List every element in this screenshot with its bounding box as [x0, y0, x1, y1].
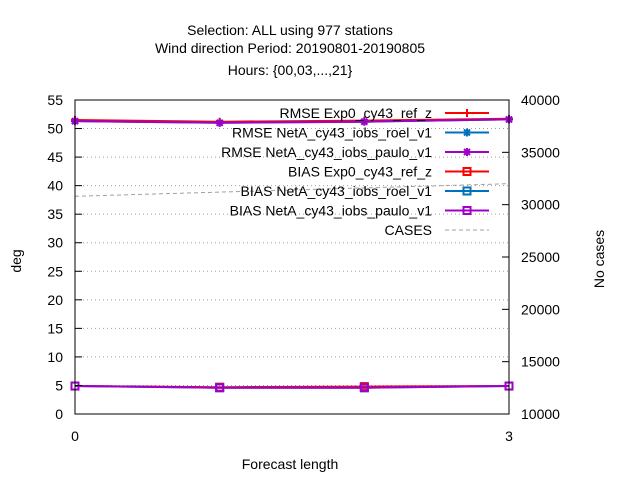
- legend-marker: [463, 148, 471, 156]
- legend-label: RMSE Exp0_cy43_ref_z: [279, 105, 432, 121]
- series-6: [74, 183, 510, 197]
- x-axis-label: Forecast length: [242, 456, 339, 472]
- series-line: [74, 118, 510, 124]
- series-layer: [70, 114, 514, 393]
- chart-title: Selection: ALL using 977 stations Wind d…: [155, 22, 425, 78]
- y-tick-label: 20: [47, 292, 63, 308]
- legend-entry: BIAS NetA_cy43_iobs_roel_v1: [241, 183, 489, 199]
- y2-tick-label: 40000: [521, 92, 560, 108]
- y-tick-label: 0: [55, 406, 63, 422]
- y-tick-label: 45: [47, 149, 63, 165]
- legend-label: BIAS NetA_cy43_iobs_paulo_v1: [230, 203, 433, 219]
- y-tick-label: 30: [47, 235, 63, 251]
- chart-title-line-1: Selection: ALL using 977 stations: [187, 22, 393, 38]
- legend-entry: CASES: [385, 222, 489, 238]
- x-tick-label: 3: [505, 428, 513, 444]
- legend-marker: [462, 167, 472, 176]
- y2-axis-label: No cases: [591, 230, 607, 288]
- legend-marker: [463, 128, 471, 137]
- legend-label: BIAS NetA_cy43_iobs_roel_v1: [241, 183, 433, 199]
- y2-tick-label: 35000: [521, 144, 560, 160]
- legend-marker: [462, 186, 472, 196]
- series-5: [70, 381, 514, 393]
- axes: 0510152025303540455055100001500020000250…: [47, 92, 560, 444]
- y-tick-label: 15: [47, 320, 63, 336]
- legend-marker: [462, 206, 472, 215]
- y-tick-label: 40: [47, 178, 63, 194]
- y-tick-label: 50: [47, 121, 63, 137]
- legend-marker: [463, 109, 471, 117]
- legend-entry: BIAS Exp0_cy43_ref_z: [288, 164, 489, 180]
- chart-title-line-3: Hours: {00,03,...,21}: [228, 62, 353, 78]
- legend-label: CASES: [385, 222, 432, 238]
- data-point: [359, 383, 369, 393]
- y2-tick-label: 25000: [521, 249, 560, 265]
- series-line: [74, 385, 510, 389]
- y-tick-label: 10: [47, 349, 63, 365]
- y-axis-label: deg: [8, 249, 24, 272]
- y-tick-label: 35: [47, 206, 63, 222]
- y-tick-label: 5: [55, 377, 63, 393]
- chart-title-line-2: Wind direction Period: 20190801-20190805: [155, 40, 425, 56]
- y-tick-label: 55: [47, 92, 63, 108]
- legend-label: RMSE NetA_cy43_iobs_paulo_v1: [221, 144, 432, 160]
- y2-tick-label: 20000: [521, 301, 560, 317]
- legend-label: BIAS Exp0_cy43_ref_z: [288, 164, 432, 180]
- y2-tick-label: 15000: [521, 354, 560, 370]
- data-point: [360, 117, 369, 126]
- legend-entry: RMSE NetA_cy43_iobs_roel_v1: [232, 125, 489, 141]
- data-point: [215, 118, 224, 127]
- x-tick-label: 0: [71, 428, 79, 444]
- y2-tick-label: 30000: [521, 197, 560, 213]
- legend-entry: RMSE Exp0_cy43_ref_z: [279, 105, 489, 121]
- series-line: [74, 183, 510, 197]
- legend-entry: RMSE NetA_cy43_iobs_paulo_v1: [221, 144, 489, 160]
- legend-entry: BIAS NetA_cy43_iobs_paulo_v1: [230, 203, 489, 219]
- data-point: [215, 383, 225, 393]
- y2-tick-label: 10000: [521, 406, 560, 422]
- legend: RMSE Exp0_cy43_ref_z RMSE NetA_cy43_iobs_…: [221, 105, 489, 238]
- grid: [75, 128, 509, 386]
- y-tick-label: 25: [47, 263, 63, 279]
- legend-label: RMSE NetA_cy43_iobs_roel_v1: [232, 125, 432, 141]
